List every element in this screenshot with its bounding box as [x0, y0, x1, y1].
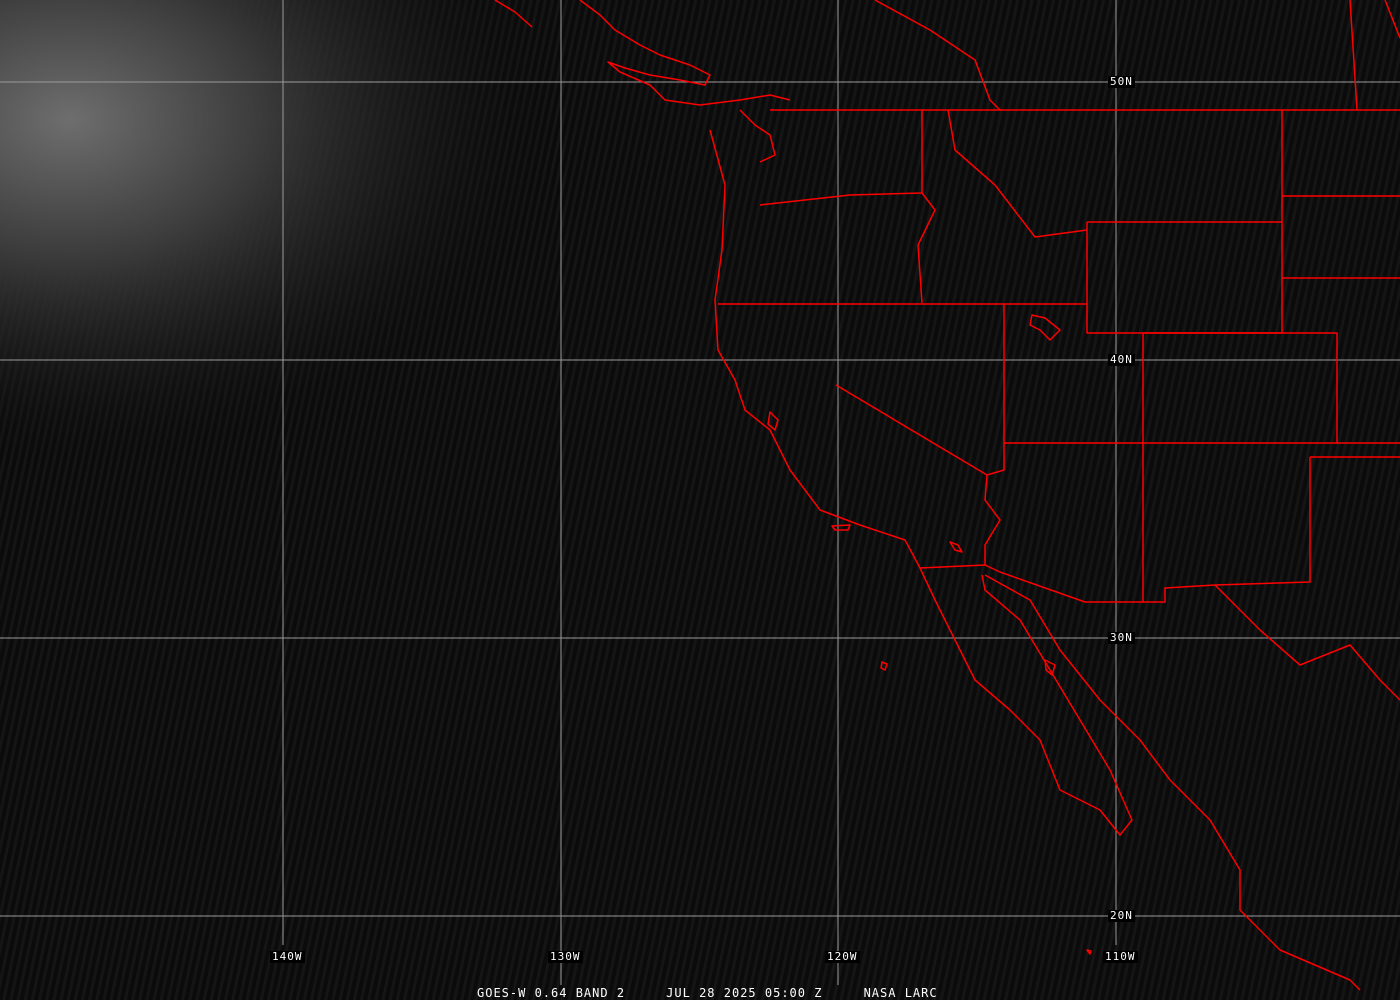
mexico-mainland-coast — [984, 574, 1361, 991]
id-mt-border — [947, 109, 1088, 238]
salton-sea — [949, 541, 963, 553]
pacific-coastline — [709, 129, 1133, 836]
lon-label-130w: 130W — [548, 950, 583, 963]
bc-coastline-2 — [579, 0, 791, 106]
lon-label-120w: 120W — [825, 950, 860, 963]
lake-border — [1384, 0, 1400, 39]
lat-label-20n: 20N — [1108, 909, 1135, 922]
bc-coastline — [494, 0, 533, 28]
nd-mn-border — [1349, 0, 1358, 111]
caption-satellite-band: GOES-W 0.64 BAND 2 — [477, 986, 626, 1000]
wa-or-border — [759, 192, 923, 206]
gulf-mexico-coast — [1214, 584, 1400, 701]
nv-ut-border — [986, 304, 1005, 476]
lat-label-50n: 50N — [1108, 75, 1135, 88]
boundaries — [494, 0, 1400, 991]
great-salt-lake — [1029, 314, 1061, 341]
canada-north-line — [874, 0, 1001, 111]
lon-label-110w: 110W — [1103, 950, 1138, 963]
ca-nv-border — [835, 384, 1001, 565]
nm-east-border — [1214, 457, 1311, 586]
lat-label-30n: 30N — [1108, 631, 1135, 644]
wa-id-border — [917, 110, 936, 304]
colorado-border — [1143, 332, 1338, 444]
lon-label-140w: 140W — [270, 950, 305, 963]
caption-source: NASA LARC — [863, 986, 938, 1000]
sf-bay — [767, 411, 779, 431]
tiburon-island — [1044, 659, 1056, 676]
socorro-island — [1086, 949, 1092, 955]
image-caption: GOES-W 0.64 BAND 2 JUL 28 2025 05:00 Z N… — [477, 986, 938, 1000]
lat-label-40n: 40N — [1108, 353, 1135, 366]
caption-timestamp: JUL 28 2025 05:00 Z — [666, 986, 823, 1000]
puget-coast — [739, 109, 776, 163]
channel-islands — [831, 524, 851, 531]
guadalupe-island — [880, 661, 888, 671]
